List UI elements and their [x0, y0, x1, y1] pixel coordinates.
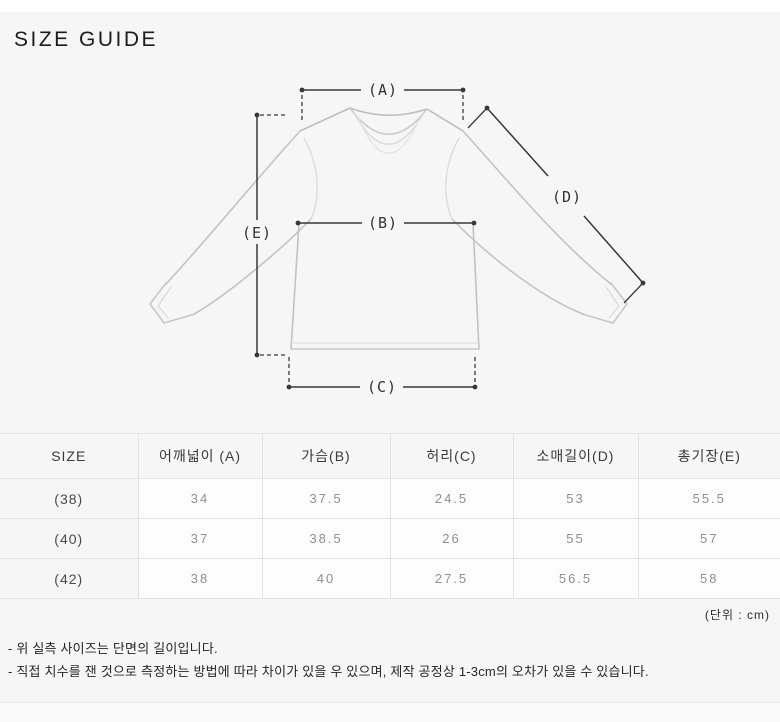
- label-a: (A): [368, 81, 398, 99]
- table-row-size-42: (42) 38 40 27.5 56.5 58: [0, 558, 780, 599]
- footnote-measure-flat: - 위 실측 사이즈는 단면의 길이입니다.: [8, 641, 218, 656]
- measurement-marks: [254, 87, 646, 390]
- page-title: SIZE GUIDE: [14, 28, 159, 51]
- measure-a: [299, 87, 466, 121]
- measure-d: [467, 105, 646, 304]
- garment-measurement-diagram: (A) (B) (C) (D) (E): [149, 81, 646, 396]
- value-chest: 37.5: [261, 478, 391, 519]
- value-length: 58: [637, 558, 780, 599]
- value-sleeve: 53: [512, 478, 639, 519]
- bottom-section-divider: [0, 702, 780, 722]
- value-waist: 27.5: [389, 558, 514, 599]
- top-white-strip: [0, 0, 780, 12]
- value-sleeve: 55: [512, 518, 639, 559]
- value-shoulder: 38: [137, 558, 263, 599]
- label-c: (C): [367, 378, 397, 396]
- measure-b: [295, 220, 477, 226]
- header-size: SIZE: [0, 433, 139, 479]
- value-length: 55.5: [637, 478, 780, 519]
- value-waist: 26: [389, 518, 514, 559]
- table-row-size-38: (38) 34 37.5 24.5 53 55.5: [0, 478, 780, 519]
- label-d: (D): [552, 188, 582, 206]
- header-shoulder: 어깨넓이 (A): [137, 433, 263, 479]
- footnotes: - 위 실측 사이즈는 단면의 길이입니다. - 직접 치수를 잰 것으로 측정…: [8, 637, 649, 683]
- value-shoulder: 34: [137, 478, 263, 519]
- measure-e: [254, 112, 286, 358]
- unit-note: (단위 : cm): [704, 608, 770, 622]
- value-chest: 40: [261, 558, 391, 599]
- size-label: (42): [0, 558, 139, 599]
- table-row-size-40: (40) 37 38.5 26 55 57: [0, 518, 780, 559]
- garment-outline: [149, 107, 628, 350]
- size-label: (40): [0, 518, 139, 559]
- header-chest: 가슴(B): [261, 433, 391, 479]
- value-sleeve: 56.5: [512, 558, 639, 599]
- collar-inner: [357, 116, 421, 154]
- left-cuff: [149, 282, 196, 324]
- value-length: 57: [637, 518, 780, 559]
- left-cuff-rib: [157, 286, 172, 319]
- header-length: 총기장(E): [637, 433, 780, 479]
- header-waist: 허리(C): [389, 433, 514, 479]
- value-waist: 24.5: [389, 478, 514, 519]
- size-label: (38): [0, 478, 139, 519]
- size-table: SIZE 어깨넓이 (A) 가슴(B) 허리(C) 소매길이(D) 총기장(E)…: [0, 433, 780, 599]
- size-table-header-row: SIZE 어깨넓이 (A) 가슴(B) 허리(C) 소매길이(D) 총기장(E): [0, 433, 780, 479]
- value-shoulder: 37: [137, 518, 263, 559]
- header-sleeve: 소매길이(D): [512, 433, 639, 479]
- measure-c: [286, 357, 478, 390]
- footnote-tolerance: - 직접 치수를 잰 것으로 측정하는 방법에 따라 차이가 있을 우 있으며,…: [8, 664, 649, 679]
- right-cuff-rib: [605, 286, 620, 319]
- value-chest: 38.5: [261, 518, 391, 559]
- label-b: (B): [368, 214, 398, 232]
- label-e: (E): [242, 224, 272, 242]
- right-cuff: [581, 282, 628, 324]
- collar-mid: [353, 112, 424, 145]
